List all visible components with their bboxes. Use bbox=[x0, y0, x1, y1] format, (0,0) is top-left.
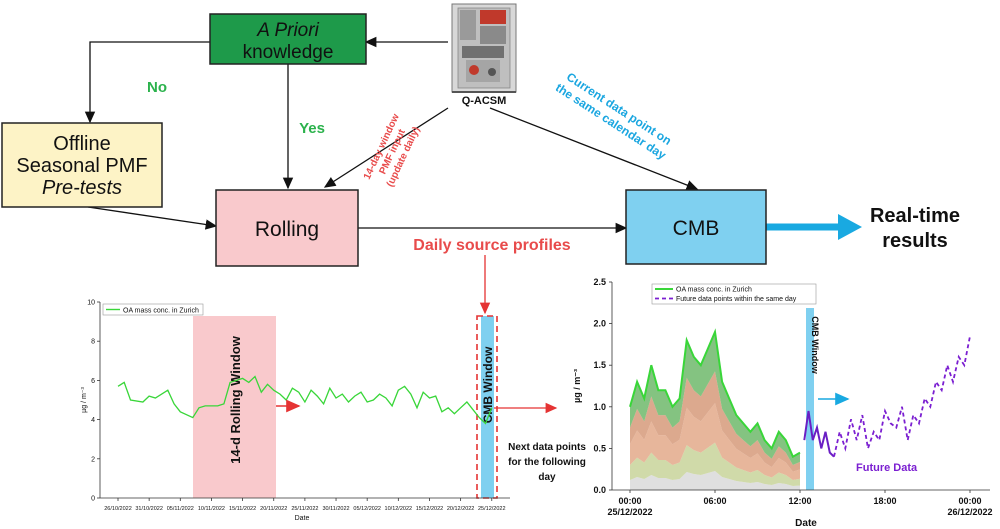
cmb-window-label-left: CMB Window bbox=[481, 346, 495, 423]
arrow-instrument-to-rolling bbox=[323, 107, 449, 188]
right-x-tick-label: 06:00 bbox=[703, 496, 726, 506]
rolling-window-label: 14-d Rolling Window bbox=[228, 335, 243, 464]
right-ylabel: µg / m⁻³ bbox=[572, 369, 582, 403]
right-x-tick-label: 18:00 bbox=[873, 496, 896, 506]
right-x-tick-label: 00:00 bbox=[618, 496, 641, 506]
rolling-window-annotation: 14-d Rolling Window bbox=[228, 335, 243, 464]
left-x-tick-label: 20/11/2022 bbox=[260, 506, 287, 512]
realtime-line1: Real-time bbox=[870, 205, 960, 227]
right-legend-box bbox=[651, 283, 817, 305]
left-x-tick-label: 15/11/2022 bbox=[229, 506, 256, 512]
offline-line1: Offline bbox=[53, 133, 110, 155]
daily-profiles-label: Daily source profiles bbox=[413, 237, 570, 254]
composition-band-3 bbox=[630, 403, 800, 480]
composition-band-5 bbox=[630, 331, 800, 465]
cmb-label: CMB bbox=[673, 217, 720, 240]
left-x-tick-label: 20/12/2022 bbox=[447, 506, 475, 512]
composition-band-1 bbox=[630, 471, 800, 490]
right-ylabel-rot: µg / m⁻³ bbox=[572, 369, 582, 403]
series-line-future-data bbox=[833, 335, 971, 457]
next-points-line3: day bbox=[538, 472, 556, 483]
cmb-window-shade-left bbox=[481, 316, 494, 498]
series-line-oa-left bbox=[117, 375, 493, 425]
arrow-cmb-to-results-head bbox=[838, 214, 862, 240]
next-points-line1: Next data points bbox=[508, 442, 586, 453]
left-y-tick-label: 2 bbox=[91, 456, 95, 463]
arrow-instrument-to-cmb bbox=[489, 107, 699, 191]
apriori-line1: A Priori bbox=[256, 20, 319, 41]
left-x-tick-label: 31/10/2022 bbox=[135, 506, 163, 512]
left-x-tick-label: 05/12/2022 bbox=[353, 506, 381, 512]
composition-band-2 bbox=[630, 442, 800, 486]
left-x-tick-label: 10/11/2022 bbox=[198, 506, 225, 512]
right-xlabel: Date bbox=[795, 518, 817, 529]
left-y-tick-label: 0 bbox=[91, 496, 95, 503]
cmb-window-annotation-left: CMB Window bbox=[481, 346, 495, 423]
right-y-tick-label: 0.5 bbox=[593, 443, 606, 453]
offline-line3: Pre-tests bbox=[42, 177, 122, 199]
left-x-tick-label: 30/11/2022 bbox=[322, 506, 349, 512]
arrow-apriori-to-offline bbox=[84, 41, 210, 124]
apriori-line2: knowledge bbox=[243, 42, 334, 63]
pmf-input-note: 14-day window PMF input (update daily) bbox=[362, 112, 422, 189]
right-oa-composition-chart: CMB Window 0.00.51.01.52.02.5 00:0025/12… bbox=[572, 277, 993, 529]
offline-line2: Seasonal PMF bbox=[16, 155, 147, 177]
right-legend-label-1: OA mass conc. in Zurich bbox=[676, 287, 752, 294]
right-x-tick-label: 12:00 bbox=[788, 496, 811, 506]
cmb-window-label-right: CMB Window bbox=[810, 316, 820, 374]
arrow-offline-to-rolling bbox=[87, 206, 218, 230]
right-x-tick-label: 00:00 bbox=[958, 496, 981, 506]
left-y-tick-label: 8 bbox=[91, 339, 95, 346]
cmb-box bbox=[625, 189, 767, 265]
future-data-label: Future Data bbox=[856, 462, 918, 474]
left-x-tick-label: 10/12/2022 bbox=[385, 506, 413, 512]
left-ylabel: µg / m⁻³ bbox=[81, 387, 88, 413]
composition-band-4 bbox=[630, 371, 800, 472]
right-y-tick-label: 2.5 bbox=[593, 277, 606, 287]
q-acsm-label: Q-ACSM bbox=[462, 95, 507, 107]
left-x-tick-label: 25/12/2022 bbox=[478, 506, 506, 512]
offline-pmf-box bbox=[1, 122, 163, 208]
rolling-label: Rolling bbox=[255, 218, 319, 241]
right-y-tick-label: 1.0 bbox=[593, 402, 606, 412]
right-legend-label-2: Future data points within the same day bbox=[676, 296, 797, 303]
cmb-window-annotation-right: CMB Window bbox=[810, 316, 820, 374]
left-xlabel: Date bbox=[295, 515, 310, 522]
left-x-tick-label: 05/11/2022 bbox=[167, 506, 194, 512]
left-y-tick-label: 4 bbox=[91, 417, 95, 424]
left-y-tick-label: 6 bbox=[91, 378, 95, 385]
apriori-box bbox=[209, 13, 367, 65]
current-data-point-note: Current data point on the same calendar … bbox=[553, 70, 674, 163]
no-label: No bbox=[147, 79, 167, 96]
right-x-tick-date: 25/12/2022 bbox=[607, 507, 652, 517]
rolling-window-shade bbox=[193, 316, 276, 498]
left-legend-box bbox=[102, 303, 204, 316]
left-oa-timeseries-chart: 14-d Rolling Window CMB Window 0 2 4 6 8 10 2… bbox=[81, 300, 510, 522]
right-y-tick-label: 1.5 bbox=[593, 360, 606, 370]
left-x-tick-label: 26/10/2022 bbox=[104, 506, 132, 512]
right-y-tick-label: 0.0 bbox=[593, 485, 606, 495]
right-y-tick-label: 2.0 bbox=[593, 319, 606, 329]
yes-label: Yes bbox=[299, 120, 325, 137]
left-ylabel-rot: µg / m⁻³ bbox=[81, 387, 88, 413]
right-x-tick-date: 26/12/2022 bbox=[947, 507, 992, 517]
left-y-tick-label: 10 bbox=[87, 300, 95, 307]
rolling-box bbox=[215, 189, 359, 267]
left-x-tick-label: 15/12/2022 bbox=[416, 506, 444, 512]
q-acsm-instrument-image bbox=[451, 3, 517, 93]
next-points-line2: for the following bbox=[508, 457, 586, 468]
series-line-oa-right bbox=[629, 328, 801, 459]
series-line-current-day bbox=[803, 410, 835, 458]
cmb-window-shade-right bbox=[806, 308, 814, 490]
realtime-line2: results bbox=[882, 230, 948, 252]
left-legend-label: OA mass conc. in Zurich bbox=[123, 308, 199, 315]
left-x-tick-label: 25/11/2022 bbox=[291, 506, 318, 512]
flow-arrows bbox=[84, 36, 862, 414]
